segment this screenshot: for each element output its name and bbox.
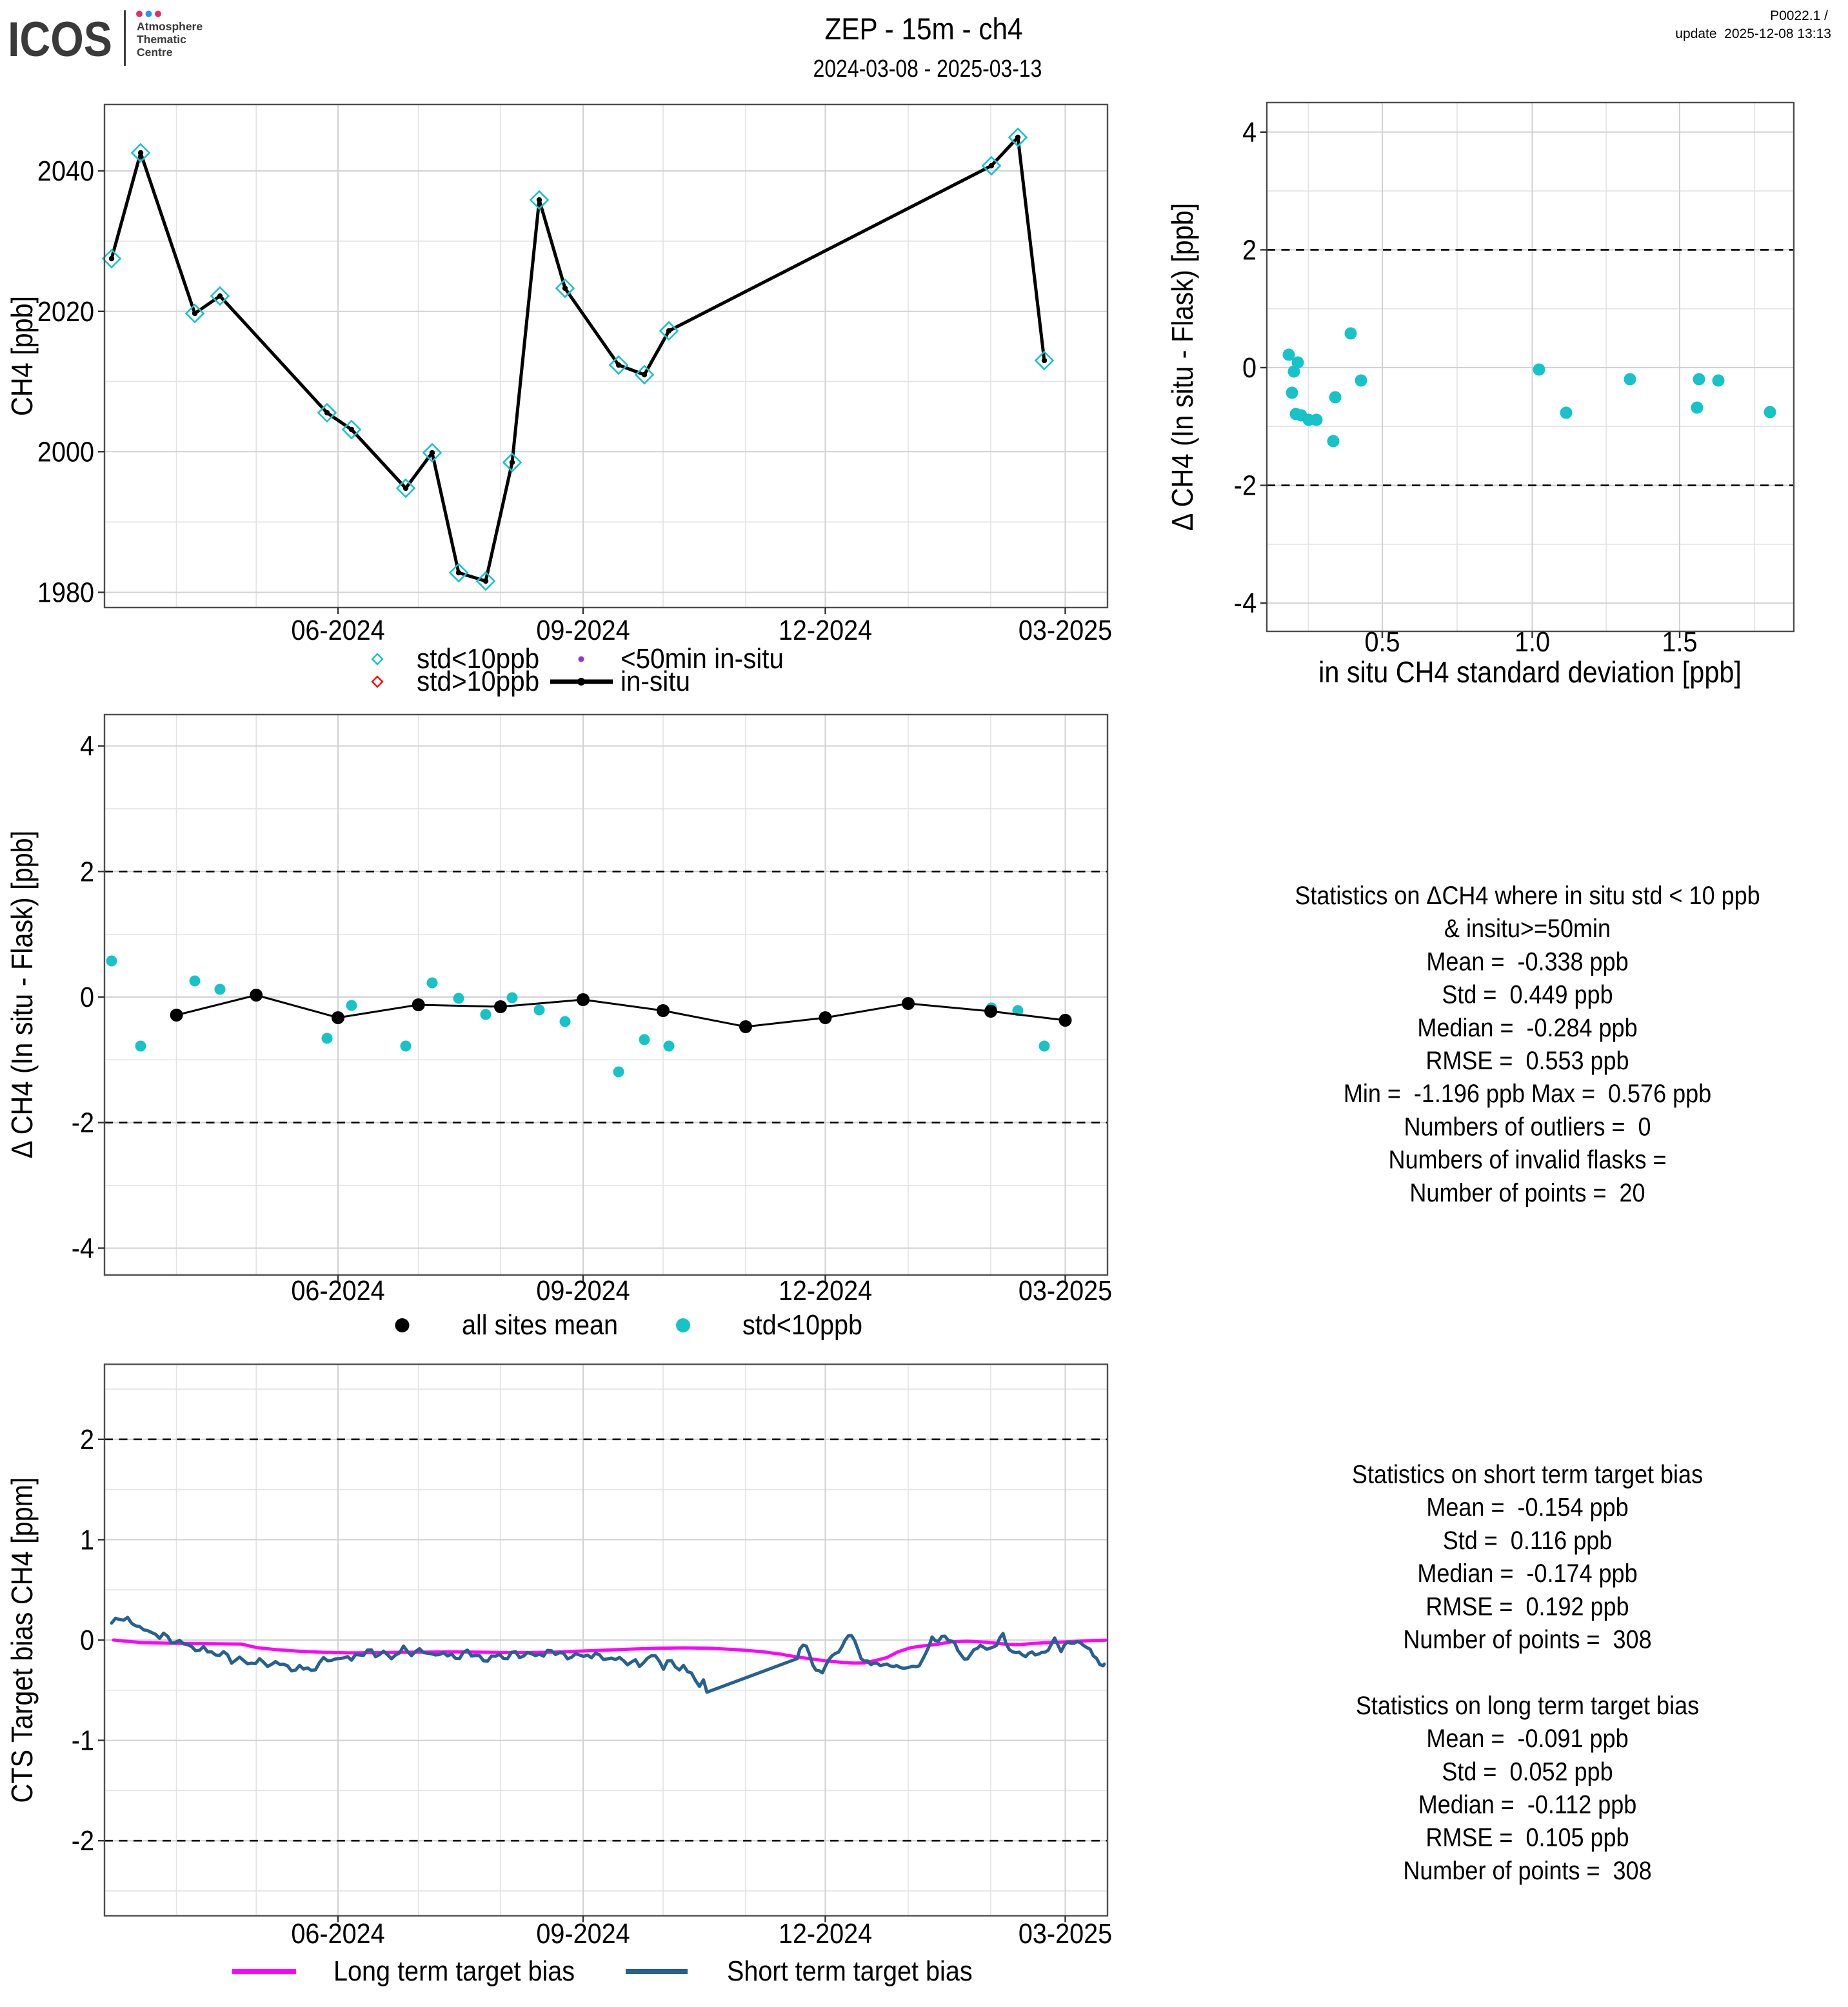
svg-text:-2: -2 (72, 1107, 94, 1138)
svg-text:2040: 2040 (37, 155, 94, 186)
svg-text:09-2024: 09-2024 (536, 1274, 630, 1306)
svg-text:2: 2 (80, 855, 94, 887)
svg-text:<50min in-situ: <50min in-situ (621, 642, 784, 674)
svg-text:Mean = -0.154 ppb: Mean = -0.154 ppb (1426, 1494, 1628, 1522)
svg-text:Std = 0.449 ppb: Std = 0.449 ppb (1442, 981, 1613, 1009)
svg-text:2024-03-08 - 2025-03-13: 2024-03-08 - 2025-03-13 (813, 55, 1042, 82)
svg-text:09-2024: 09-2024 (536, 614, 630, 646)
svg-text:ZEP - 15m - ch4: ZEP - 15m - ch4 (824, 13, 1022, 46)
svg-text:06-2024: 06-2024 (291, 1274, 384, 1306)
svg-text:2020: 2020 (37, 295, 94, 327)
svg-text:Atmosphere: Atmosphere (137, 20, 203, 33)
svg-text:2: 2 (1242, 233, 1257, 265)
svg-text:12-2024: 12-2024 (779, 1917, 872, 1949)
svg-text:Number of points = 20: Number of points = 20 (1409, 1179, 1645, 1207)
svg-text:03-2025: 03-2025 (1018, 1274, 1112, 1306)
svg-text:Median = -0.284 ppb: Median = -0.284 ppb (1417, 1014, 1637, 1042)
svg-text:1: 1 (80, 1523, 94, 1555)
svg-text:in situ CH4 standard deviation: in situ CH4 standard deviation [ppb] (1318, 656, 1742, 689)
svg-text:03-2025: 03-2025 (1018, 614, 1112, 646)
svg-text:-2: -2 (1234, 470, 1257, 501)
svg-text:Std = 0.116 ppb: Std = 0.116 ppb (1443, 1527, 1613, 1555)
svg-text:Median = -0.174 ppb: Median = -0.174 ppb (1417, 1559, 1637, 1588)
svg-text:Numbers of outliers = 0: Numbers of outliers = 0 (1404, 1113, 1651, 1142)
svg-text:4: 4 (80, 730, 94, 762)
svg-text:Statistics on long term target: Statistics on long term target bias (1356, 1692, 1699, 1720)
svg-text:P0022.1 /: P0022.1 / (1770, 8, 1828, 23)
svg-text:-4: -4 (72, 1232, 94, 1263)
svg-text:RMSE = 0.192 ppb: RMSE = 0.192 ppb (1426, 1593, 1629, 1621)
svg-text:RMSE = 0.105 ppb: RMSE = 0.105 ppb (1426, 1824, 1629, 1852)
svg-text:std>10ppb: std>10ppb (417, 665, 539, 697)
svg-text:std<10ppb: std<10ppb (742, 1309, 862, 1340)
svg-text:Min = -1.196 ppb Max = 0.576: Min = -1.196 ppb Max = 0.576 ppb (1344, 1080, 1711, 1109)
svg-text:03-2025: 03-2025 (1018, 1917, 1112, 1949)
svg-text:CH4 [ppb]: CH4 [ppb] (6, 296, 39, 416)
svg-text:0.5: 0.5 (1364, 626, 1400, 657)
svg-text:0: 0 (80, 1624, 94, 1656)
svg-text:06-2024: 06-2024 (291, 614, 384, 646)
svg-text:Number of points = 308: Number of points = 308 (1403, 1857, 1651, 1885)
svg-text:Statistics on ΔCH4 where in si: Statistics on ΔCH4 where in situ std < 1… (1295, 882, 1760, 910)
svg-text:Δ CH4 (In situ - Flask) [ppb]: Δ CH4 (In situ - Flask) [ppb] (6, 831, 39, 1158)
svg-text:std<10ppb: std<10ppb (417, 642, 539, 674)
svg-text:-2: -2 (72, 1824, 94, 1856)
svg-text:Thematic: Thematic (137, 33, 186, 46)
svg-text:Median = -0.112 ppb: Median = -0.112 ppb (1418, 1791, 1637, 1819)
svg-text:4: 4 (1242, 116, 1257, 148)
svg-text:update 2025-12-08 13:13: update 2025-12-08 13:13 (1675, 26, 1831, 41)
svg-text:2: 2 (80, 1423, 94, 1455)
svg-text:RMSE = 0.553 ppb: RMSE = 0.553 ppb (1426, 1047, 1629, 1075)
svg-text:Centre: Centre (137, 46, 173, 59)
svg-text:12-2024: 12-2024 (779, 614, 872, 646)
svg-text:in-situ: in-situ (621, 665, 690, 697)
svg-text:Mean = -0.338 ppb: Mean = -0.338 ppb (1426, 948, 1628, 976)
svg-text:Numbers of invalid flasks =: Numbers of invalid flasks = (1388, 1146, 1666, 1174)
svg-text:Mean = -0.091 ppb: Mean = -0.091 ppb (1426, 1725, 1628, 1753)
svg-text:Number of points = 308: Number of points = 308 (1403, 1626, 1651, 1654)
svg-text:& insitu>=50min: & insitu>=50min (1444, 915, 1611, 944)
svg-text:12-2024: 12-2024 (779, 1274, 872, 1306)
svg-text:Statistics on short term targe: Statistics on short term target bias (1352, 1461, 1703, 1489)
svg-text:1.0: 1.0 (1515, 626, 1550, 657)
svg-text:Long term target bias: Long term target bias (333, 1955, 575, 1986)
svg-text:Δ CH4 (In situ - Flask) [ppb]: Δ CH4 (In situ - Flask) [ppb] (1166, 203, 1200, 531)
svg-text:Short term target bias: Short term target bias (727, 1955, 973, 1986)
svg-text:all sites mean: all sites mean (462, 1309, 618, 1340)
svg-text:CTS Target bias CH4 [ppm]: CTS Target bias CH4 [ppm] (6, 1477, 39, 1803)
svg-text:0: 0 (1242, 351, 1257, 383)
svg-text:ICOS: ICOS (8, 12, 112, 67)
svg-text:Std = 0.052 ppb: Std = 0.052 ppb (1442, 1758, 1613, 1786)
svg-text:1980: 1980 (37, 577, 94, 608)
svg-text:06-2024: 06-2024 (291, 1917, 384, 1949)
svg-text:-4: -4 (1234, 587, 1257, 618)
svg-text:2000: 2000 (37, 435, 94, 467)
svg-text:0: 0 (80, 981, 94, 1013)
svg-text:1.5: 1.5 (1662, 626, 1697, 657)
svg-text:09-2024: 09-2024 (536, 1917, 630, 1949)
svg-text:-1: -1 (72, 1725, 94, 1756)
